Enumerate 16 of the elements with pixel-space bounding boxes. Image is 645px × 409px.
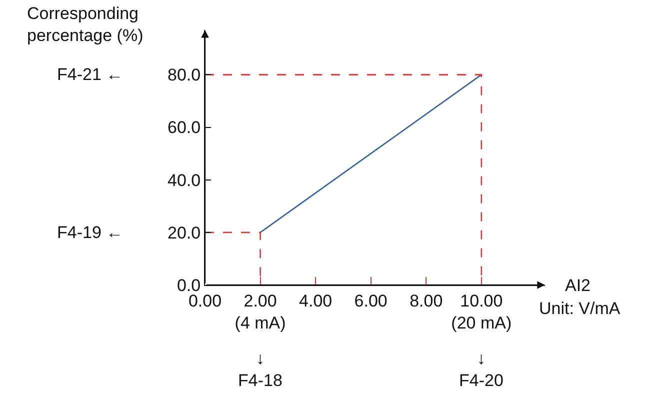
- y-tick-label: 40.0: [168, 170, 201, 190]
- text: F4-19 ←: [57, 223, 124, 242]
- text: ↓ F4-20: [459, 349, 504, 390]
- text: Unit: V/mA: [539, 299, 621, 318]
- x-tick-label: 2.00 (4 mA): [234, 291, 286, 332]
- y-tick-label: 80.0: [168, 66, 201, 85]
- y-axis-title: Corresponding percentage (%): [27, 4, 144, 46]
- x-tick-label: 10.00 (20 mA): [451, 291, 512, 332]
- x-axis-title: AI2: [565, 276, 591, 295]
- text: ↓ F4-18: [238, 349, 282, 390]
- x-tick-label: 6.00: [354, 291, 388, 310]
- x-tick-label: 8.00: [410, 291, 443, 310]
- x-tick-label: 4.00: [299, 291, 332, 310]
- y-tick-label: 60.0: [168, 118, 201, 138]
- y-tick-label: 20.0: [168, 223, 201, 242]
- text: F4-21 ←: [57, 65, 124, 84]
